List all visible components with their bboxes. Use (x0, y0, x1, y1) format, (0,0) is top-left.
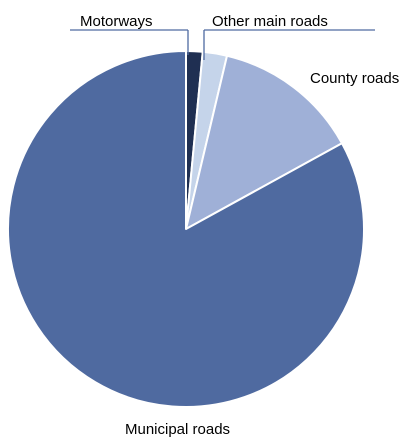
label-motorways: Motorways (80, 13, 153, 30)
label-county-roads: County roads (310, 70, 399, 87)
label-other-main-roads: Other main roads (212, 13, 328, 30)
label-municipal-roads: Municipal roads (125, 421, 230, 438)
pie-slice-municipal-roads (7, 50, 365, 408)
pie-slices (7, 50, 365, 408)
leader-lines (70, 29, 375, 60)
pie-slice-county-roads (185, 54, 343, 230)
